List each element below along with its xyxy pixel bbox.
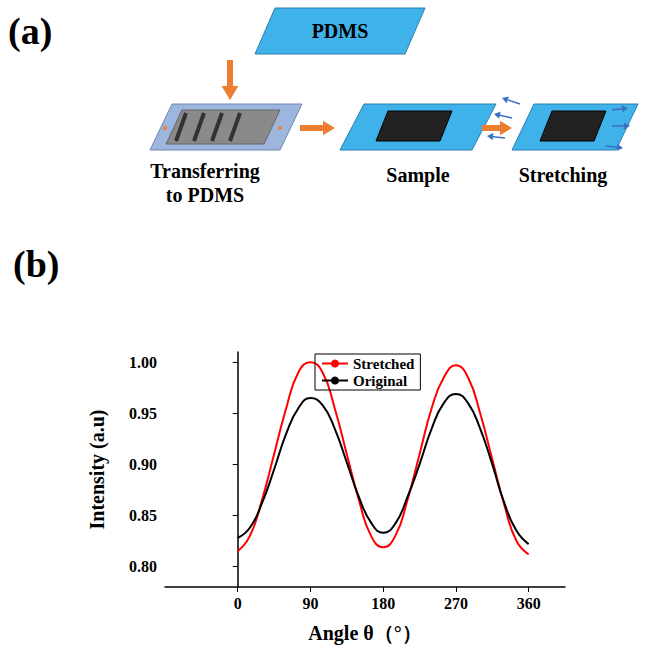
svg-text:1.00: 1.00: [129, 354, 157, 371]
svg-text:270: 270: [444, 595, 468, 612]
svg-text:360: 360: [517, 595, 541, 612]
svg-text:0.90: 0.90: [129, 456, 157, 473]
svg-text:Stretching: Stretching: [519, 164, 608, 187]
svg-text:Angle θ（°）: Angle θ（°）: [308, 622, 421, 645]
svg-text:Sample: Sample: [386, 164, 449, 187]
svg-text:0.80: 0.80: [129, 558, 157, 575]
svg-text:0.85: 0.85: [129, 507, 157, 524]
svg-text:0.95: 0.95: [129, 405, 157, 422]
svg-text:(b): (b): [13, 243, 59, 286]
svg-text:90: 90: [302, 595, 318, 612]
svg-text:to PDMS: to PDMS: [166, 184, 244, 206]
svg-text:PDMS: PDMS: [312, 20, 369, 42]
svg-text:180: 180: [371, 595, 395, 612]
svg-text:0: 0: [234, 595, 242, 612]
svg-text:(a): (a): [8, 10, 52, 53]
svg-text:Stretched: Stretched: [353, 356, 415, 372]
svg-text:Transferring: Transferring: [150, 160, 260, 183]
svg-text:Original: Original: [353, 373, 407, 389]
svg-text:Intensity (a.u): Intensity (a.u): [86, 409, 109, 529]
